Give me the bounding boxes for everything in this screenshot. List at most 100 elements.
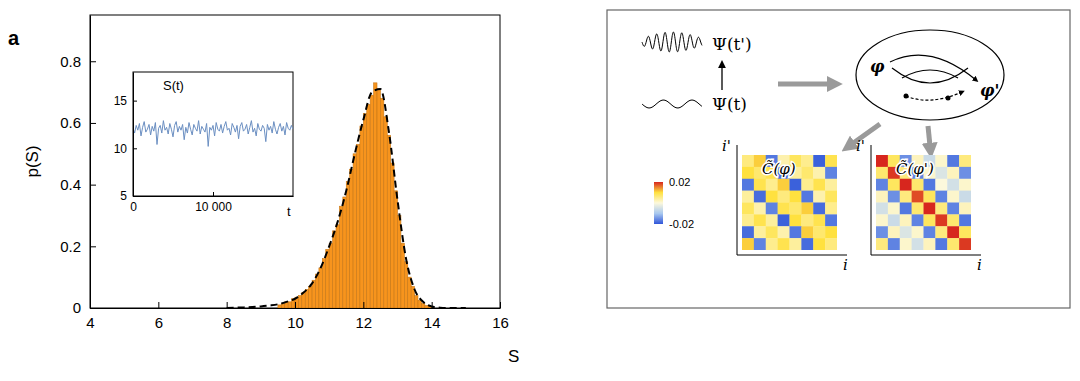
y-axis-line xyxy=(90,16,91,309)
cell xyxy=(888,238,900,250)
arrow xyxy=(721,64,722,90)
cell xyxy=(778,238,790,250)
heatmap-title: C̃(φ') xyxy=(896,160,934,178)
y-axis-title: i' xyxy=(722,137,731,155)
tick-mark xyxy=(133,196,137,197)
tick-label: 0.8 xyxy=(60,53,81,70)
cell xyxy=(924,203,936,215)
tick-mark xyxy=(295,302,296,308)
tick-label: 0 xyxy=(73,299,81,316)
panel-frame xyxy=(607,10,1070,308)
tick: 5 xyxy=(120,189,137,203)
torus xyxy=(856,30,1004,120)
cell xyxy=(912,226,924,238)
tick-label: 16 xyxy=(492,314,509,331)
cell xyxy=(754,238,766,250)
wave-icon xyxy=(642,100,702,108)
colorbar-tick-label: -0.02 xyxy=(669,218,694,230)
tick-label: 15 xyxy=(114,94,128,108)
tick-label: 10 000 xyxy=(195,200,232,214)
tick-mark xyxy=(90,246,96,247)
cell xyxy=(876,179,888,191)
point xyxy=(904,94,909,99)
bar xyxy=(305,289,308,308)
wave-icon xyxy=(642,32,702,52)
tick: 12 xyxy=(355,302,372,331)
arrow xyxy=(928,126,930,146)
cell xyxy=(742,179,754,191)
arrow xyxy=(778,82,830,87)
state-label: Ψ(t) xyxy=(712,94,747,114)
cell xyxy=(959,191,971,203)
tick-mark xyxy=(90,308,96,309)
heatmap: C̃(φ')i'i xyxy=(856,137,982,274)
bar xyxy=(333,231,336,308)
bar xyxy=(278,305,281,308)
bar xyxy=(326,249,329,308)
cell xyxy=(801,226,813,238)
cell xyxy=(900,203,912,215)
tick: 8 xyxy=(223,302,231,331)
bar xyxy=(387,135,390,308)
bar xyxy=(377,89,380,308)
cell xyxy=(900,226,912,238)
cell xyxy=(947,155,959,167)
cell xyxy=(742,155,754,167)
tick-label: 6 xyxy=(155,314,163,331)
bar xyxy=(346,182,349,308)
tick-label: 8 xyxy=(223,314,231,331)
tick-mark xyxy=(133,101,137,102)
cell xyxy=(778,191,790,203)
cell xyxy=(876,214,888,226)
cell xyxy=(876,167,888,179)
cell xyxy=(742,238,754,250)
cell xyxy=(778,214,790,226)
cell xyxy=(778,179,790,191)
bar xyxy=(353,154,356,308)
bar xyxy=(370,95,373,308)
tick-mark xyxy=(158,302,159,308)
cell xyxy=(766,214,778,226)
x-axis: 46810121416 xyxy=(86,302,509,331)
cell xyxy=(959,238,971,250)
histogram-chart: 4681012141600.20.40.60.8Sp(S) xyxy=(23,15,519,366)
y-axis: 51015 xyxy=(114,73,137,204)
tick-mark xyxy=(90,123,96,124)
cell xyxy=(935,214,947,226)
cell xyxy=(742,203,754,215)
tick-mark xyxy=(213,192,214,196)
cell xyxy=(924,226,936,238)
bar xyxy=(363,114,366,308)
bar xyxy=(322,259,325,308)
cell xyxy=(754,214,766,226)
cell xyxy=(888,191,900,203)
cell xyxy=(742,167,754,179)
cell xyxy=(947,167,959,179)
heatmap-title: C̃(φ) xyxy=(762,160,796,178)
x-axis: 010 000 xyxy=(130,192,293,214)
x-axis-title: t xyxy=(287,204,291,219)
cell xyxy=(876,203,888,215)
cell xyxy=(959,167,971,179)
tick: 0.6 xyxy=(60,114,96,131)
colorbar xyxy=(654,182,663,224)
cell xyxy=(825,238,837,250)
bar xyxy=(391,163,394,308)
cell xyxy=(825,226,837,238)
trajectory xyxy=(906,92,962,100)
x-axis-title: i xyxy=(843,256,848,274)
cell xyxy=(766,226,778,238)
tick-label: 0.6 xyxy=(60,114,81,131)
cell xyxy=(888,214,900,226)
cell xyxy=(801,167,813,179)
cell xyxy=(825,167,837,179)
cell xyxy=(825,179,837,191)
x-axis-title: i xyxy=(977,256,982,274)
bar xyxy=(357,145,360,308)
cell xyxy=(790,191,802,203)
cell xyxy=(888,203,900,215)
cell xyxy=(790,203,802,215)
cell xyxy=(888,226,900,238)
cell xyxy=(742,214,754,226)
y-axis-line xyxy=(133,73,134,197)
